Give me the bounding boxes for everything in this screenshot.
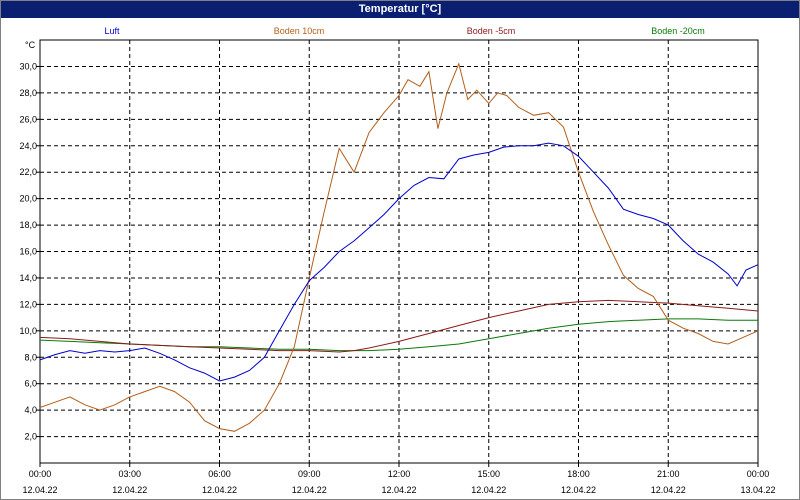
x-tick-time-label: 09:00 [298, 469, 321, 479]
x-tick-time-label: 18:00 [567, 469, 590, 479]
legend-boden-20cm: Boden -20cm [651, 26, 705, 36]
x-tick-time-label: 15:00 [477, 469, 500, 479]
y-tick-label: 16,0 [19, 247, 37, 257]
x-tick-time-label: 00:00 [29, 469, 52, 479]
x-tick-date-label: 12.04.22 [22, 485, 57, 495]
legend: Luft Boden 10cm Boden -5cm Boden -20cm [104, 26, 704, 36]
x-tick-time-label: 21:00 [657, 469, 680, 479]
y-tick-label: 20,0 [19, 194, 37, 204]
y-tick-label: 30,0 [19, 61, 37, 71]
x-tick-time-label: 06:00 [208, 469, 231, 479]
y-tick-label: 6,0 [24, 379, 37, 389]
y-tick-label: 12,0 [19, 299, 37, 309]
series-lines [39, 62, 759, 432]
y-tick-label: 22,0 [19, 167, 37, 177]
x-tick-date-label: 12.04.22 [292, 485, 327, 495]
grid-lines [40, 40, 758, 463]
x-tick-date-label: 12.04.22 [561, 485, 596, 495]
x-tick-time-label: 12:00 [388, 469, 411, 479]
legend-boden-5cm: Boden -5cm [467, 26, 516, 36]
y-tick-label: 10,0 [19, 326, 37, 336]
x-tick-date-label: 13.04.22 [740, 485, 775, 495]
y-tick-label: 26,0 [19, 114, 37, 124]
legend-luft: Luft [104, 26, 120, 36]
y-tick-label: 14,0 [19, 273, 37, 283]
series-line-luft [39, 142, 759, 382]
x-tick-date-label: 12.04.22 [202, 485, 237, 495]
legend-boden-10cm: Boden 10cm [274, 26, 325, 36]
y-tick-label: 4,0 [24, 405, 37, 415]
y-tick-label: 18,0 [19, 220, 37, 230]
x-tick-date-label: 12.04.22 [112, 485, 147, 495]
y-tick-label: 24,0 [19, 141, 37, 151]
series-line-boden-10cm [39, 62, 759, 432]
y-tick-label: 8,0 [24, 352, 37, 362]
x-tick-date-label: 12.04.22 [381, 485, 416, 495]
x-tick-date-label: 12.04.22 [651, 485, 686, 495]
y-tick-label: 2,0 [24, 432, 37, 442]
y-axis-label: °C [25, 40, 36, 50]
x-tick-time-label: 00:00 [747, 469, 770, 479]
x-tick-time-label: 03:00 [118, 469, 141, 479]
y-tick-label: 28,0 [19, 88, 37, 98]
chart-title: Temperatur [°C] [1, 1, 799, 18]
x-tick-date-label: 12.04.22 [471, 485, 506, 495]
series-line-boden-5cm [39, 299, 759, 353]
axis-ticks: 2,0 4,0 6,0 8,0 10,0 12,0 14,0 16,0 18,0 20,0 22,0… [19, 61, 775, 495]
